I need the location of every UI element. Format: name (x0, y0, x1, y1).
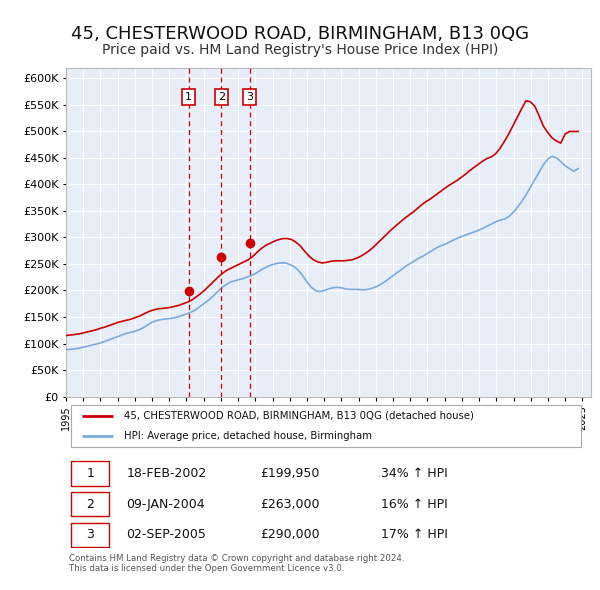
FancyBboxPatch shape (71, 523, 109, 547)
Text: Price paid vs. HM Land Registry's House Price Index (HPI): Price paid vs. HM Land Registry's House … (102, 43, 498, 57)
Text: £199,950: £199,950 (260, 467, 320, 480)
FancyBboxPatch shape (71, 492, 109, 516)
Text: 1: 1 (185, 92, 192, 101)
Text: 3: 3 (246, 92, 253, 101)
Text: 17% ↑ HPI: 17% ↑ HPI (381, 529, 448, 542)
Text: £263,000: £263,000 (260, 498, 320, 511)
Text: 2: 2 (86, 498, 94, 511)
Text: 3: 3 (86, 529, 94, 542)
Text: 1: 1 (86, 467, 94, 480)
Text: Contains HM Land Registry data © Crown copyright and database right 2024.
This d: Contains HM Land Registry data © Crown c… (68, 554, 404, 573)
Text: 45, CHESTERWOOD ROAD, BIRMINGHAM, B13 0QG: 45, CHESTERWOOD ROAD, BIRMINGHAM, B13 0Q… (71, 25, 529, 43)
FancyBboxPatch shape (71, 461, 109, 486)
Text: 2: 2 (218, 92, 225, 101)
Text: 02-SEP-2005: 02-SEP-2005 (127, 529, 206, 542)
Text: HPI: Average price, detached house, Birmingham: HPI: Average price, detached house, Birm… (124, 431, 372, 441)
Text: 16% ↑ HPI: 16% ↑ HPI (381, 498, 448, 511)
Text: 45, CHESTERWOOD ROAD, BIRMINGHAM, B13 0QG (detached house): 45, CHESTERWOOD ROAD, BIRMINGHAM, B13 0Q… (124, 411, 474, 421)
FancyBboxPatch shape (71, 405, 581, 447)
Text: 09-JAN-2004: 09-JAN-2004 (127, 498, 205, 511)
Text: £290,000: £290,000 (260, 529, 320, 542)
Text: 18-FEB-2002: 18-FEB-2002 (127, 467, 206, 480)
Text: 34% ↑ HPI: 34% ↑ HPI (381, 467, 448, 480)
